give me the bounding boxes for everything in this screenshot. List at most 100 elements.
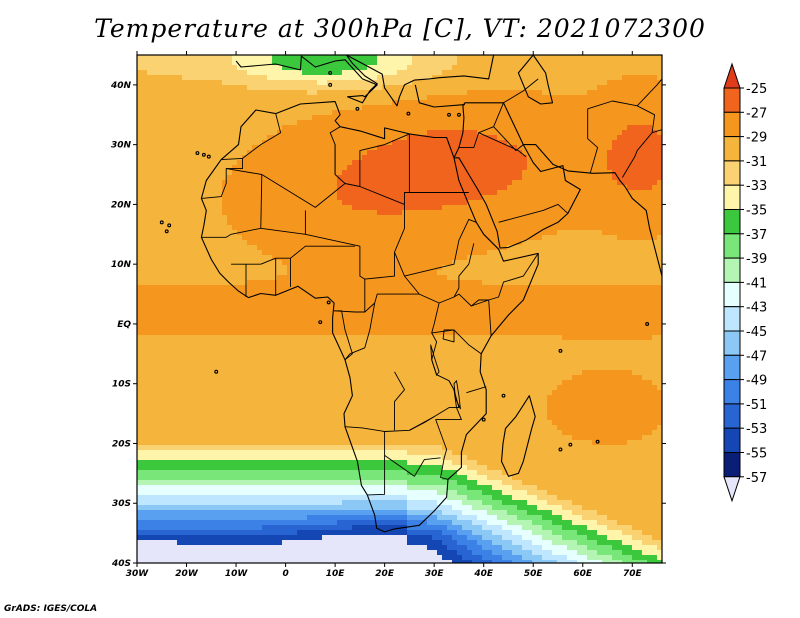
temperature-cell [557,170,563,176]
temperature-cell [362,265,368,271]
temperature-cell [342,60,348,66]
temperature-cell [642,150,648,156]
temperature-cell [247,270,253,276]
temperature-cell [292,260,298,266]
temperature-cell [207,260,213,266]
temperature-cell [282,185,288,191]
temperature-cell [362,245,368,251]
temperature-cell [582,280,588,286]
temperature-cell [617,140,623,146]
temperature-cell [572,95,578,101]
temperature-cell [492,180,498,186]
temperature-cell [482,195,488,201]
temperature-cell [602,195,608,201]
temperature-cell [482,160,488,166]
temperature-cell [207,225,213,231]
temperature-cell [657,75,663,81]
temperature-cell [267,285,273,291]
temperature-cell [287,120,293,126]
temperature-cell [492,135,498,141]
temperature-cell [282,260,288,266]
temperature-cell [402,160,408,166]
temperature-cell [362,235,368,241]
temperature-cell [312,115,318,121]
temperature-cell [407,70,413,76]
temperature-cell [327,120,333,126]
temperature-cell [592,190,598,196]
temperature-cell [657,185,663,191]
temperature-cell [612,200,618,206]
temperature-cell [297,125,303,131]
temperature-cell [297,65,303,71]
temperature-cell [422,255,428,261]
temperature-cell [427,110,433,116]
temperature-cell [337,105,343,111]
temperature-cell [277,240,283,246]
temperature-cell [582,65,588,71]
temperature-cell [447,165,453,171]
temperature-cell [452,170,458,176]
temperature-cell [432,140,438,146]
temperature-cell [517,95,523,101]
temperature-cell [477,165,483,171]
temperature-cell [497,275,503,281]
temperature-cell [227,100,233,106]
temperature-cell [357,220,363,226]
temperature-cell [597,60,603,66]
temperature-cell [357,240,363,246]
temperature-cell [147,165,153,171]
temperature-cell [507,75,513,81]
temperature-cell [557,85,563,91]
temperature-cell [582,160,588,166]
temperature-cell [197,240,203,246]
temperature-cell [307,200,313,206]
temperature-cell [552,70,558,76]
temperature-cell [382,230,388,236]
temperature-cell [332,240,338,246]
temperature-cell [172,190,178,196]
temperature-cell [387,225,393,231]
temperature-cell [492,115,498,121]
temperature-cell [607,205,613,211]
temperature-cell [592,125,598,131]
temperature-cell [242,55,248,61]
temperature-cell [142,180,148,186]
temperature-cell [292,100,298,106]
temperature-cell [197,125,203,131]
temperature-cell [352,225,358,231]
temperature-cell [457,85,463,91]
temperature-cell [532,280,538,286]
temperature-cell [632,170,638,176]
temperature-cell [647,270,653,276]
temperature-cell [217,210,223,216]
temperature-cell [142,55,148,61]
temperature-cell [287,95,293,101]
temperature-cell [282,120,288,126]
temperature-cell [227,70,233,76]
temperature-cell [582,210,588,216]
temperature-cell [572,85,578,91]
temperature-cell [457,110,463,116]
temperature-cell [322,270,328,276]
temperature-cell [412,115,418,121]
temperature-cell [397,245,403,251]
temperature-cell [552,185,558,191]
temperature-cell [652,170,658,176]
temperature-cell [532,265,538,271]
temperature-cell [242,240,248,246]
temperature-cell [177,110,183,116]
temperature-cell [352,205,358,211]
temperature-cell [582,270,588,276]
temperature-cell [182,110,188,116]
temperature-cell [637,280,643,286]
temperature-cell [432,290,438,296]
temperature-cell [497,240,503,246]
temperature-cell [362,170,368,176]
temperature-cell [617,165,623,171]
temperature-cell [392,280,398,286]
temperature-cell [492,195,498,201]
temperature-cell [527,245,533,251]
temperature-cell [327,155,333,161]
temperature-cell [272,275,278,281]
temperature-cell [527,130,533,136]
